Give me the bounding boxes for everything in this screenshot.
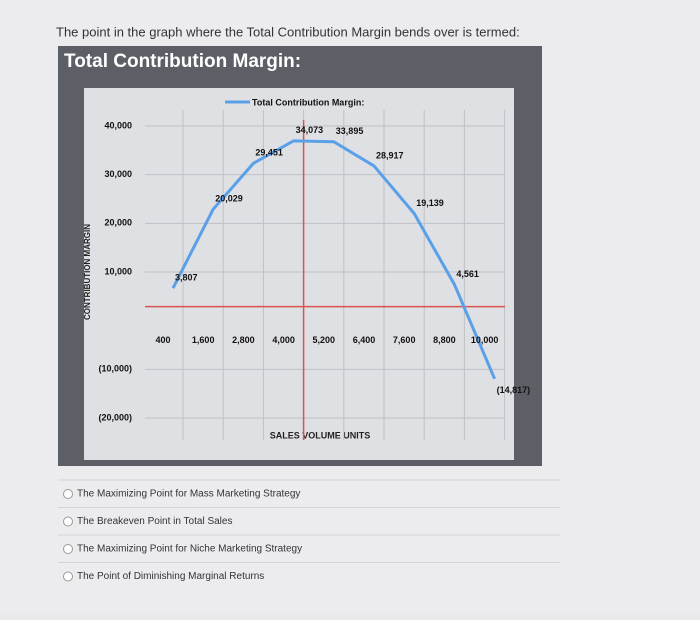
x-tick-label: 5,200 (313, 335, 336, 345)
data-label: 4,561 (456, 269, 479, 279)
x-tick-label: 7,600 (393, 335, 416, 345)
x-tick-label: 400 (155, 335, 170, 345)
x-tick-label: 4,000 (272, 335, 295, 345)
data-label: 33,895 (336, 126, 364, 136)
option-label[interactable]: The Point of Diminishing Marginal Return… (77, 571, 264, 582)
option-label[interactable]: The Maximizing Point for Niche Marketing… (77, 544, 302, 555)
radio-button[interactable] (63, 489, 73, 499)
x-tick-label: 6,400 (353, 335, 376, 345)
option-label[interactable]: The Maximizing Point for Mass Marketing … (77, 489, 300, 500)
data-label: 19,139 (416, 198, 444, 208)
y-tick-label: 30,000 (104, 169, 132, 179)
data-label: 34,073 (296, 125, 324, 135)
y-tick-label: 10,000 (104, 266, 132, 276)
y-tick-label: (20,000) (98, 412, 132, 422)
radio-button[interactable] (63, 571, 73, 582)
plot-area (84, 88, 514, 460)
data-label: (14,817) (497, 385, 531, 395)
x-tick-label: 1,600 (192, 335, 215, 345)
option-label[interactable]: The Breakeven Point in Total Sales (77, 516, 232, 527)
data-label: 20,029 (215, 194, 243, 204)
y-tick-label: (10,000) (98, 364, 132, 374)
series-line (171, 139, 496, 380)
radio-button[interactable] (63, 516, 73, 527)
legend-label: Total Contribution Margin: (252, 97, 364, 107)
x-tick-label: 8,800 (433, 335, 456, 345)
chart-title: Total Contribution Margin: (64, 51, 301, 72)
data-label: 3,807 (175, 273, 198, 283)
radio-button[interactable] (63, 544, 73, 554)
y-tick-label: 20,000 (104, 218, 132, 228)
y-tick-label: 40,000 (104, 120, 132, 130)
x-tick-label: 2,800 (232, 335, 255, 345)
x-axis-label: SALES VOLUME UNITS (270, 430, 371, 440)
options: The Maximizing Point for Mass Marketing … (58, 479, 560, 582)
y-axis-label: CONTRIBUTION MARGIN (83, 224, 92, 320)
data-label: 29,451 (255, 148, 283, 158)
x-tick-label: 10,000 (471, 335, 499, 345)
data-label: 28,917 (376, 150, 404, 160)
question: The point in the graph where the Total C… (56, 24, 520, 39)
